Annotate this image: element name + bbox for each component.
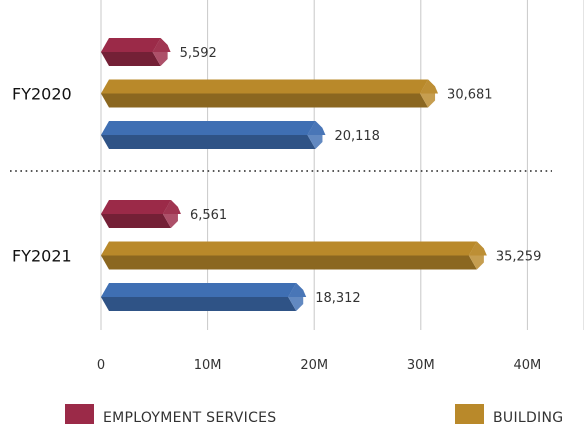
bar-end-cap-upper [307,121,326,135]
bar-end-cap-upper [420,79,439,94]
x-tick-label: 10M [194,358,222,373]
x-tick-label: 20M [300,358,328,373]
bar-end-cap-upper [162,200,181,214]
bar-value-label: 18,312 [315,291,361,306]
category-label: FY2020 [12,85,72,104]
bar-value-label: 6,561 [190,208,227,223]
bar-bottom-face [101,297,297,311]
bar-bottom-face [101,135,316,149]
bar-value-label: 20,118 [334,129,380,144]
bar-value-label: 30,681 [447,88,493,103]
bar-bottom-face [101,52,161,66]
x-tick-label: 30M [407,358,435,373]
legend-label: EMPLOYMENT SERVICES [103,410,276,425]
bar-value-label: 35,259 [496,250,542,265]
bar-end-cap-upper [288,283,307,297]
bar-bottom-face [101,93,429,108]
x-tick-label: 40M [514,358,542,373]
legend-swatch [455,404,484,424]
bar-top-face [101,38,161,52]
bar-bottom-face [101,214,171,228]
bar-top-face [101,200,171,214]
bar-bottom-face [101,255,477,270]
legend-swatch [65,404,94,424]
bar-value-label: 5,592 [180,46,217,61]
legend-label: BUILDING [493,410,563,425]
bar-end-cap-upper [152,38,171,52]
category-label: FY2021 [12,247,72,266]
bar-top-face [101,79,429,94]
bar-end-cap-upper [468,241,487,256]
bar-top-face [101,121,316,135]
x-tick-label: 0 [97,358,105,373]
bar-top-face [101,241,477,256]
bar-top-face [101,283,297,297]
